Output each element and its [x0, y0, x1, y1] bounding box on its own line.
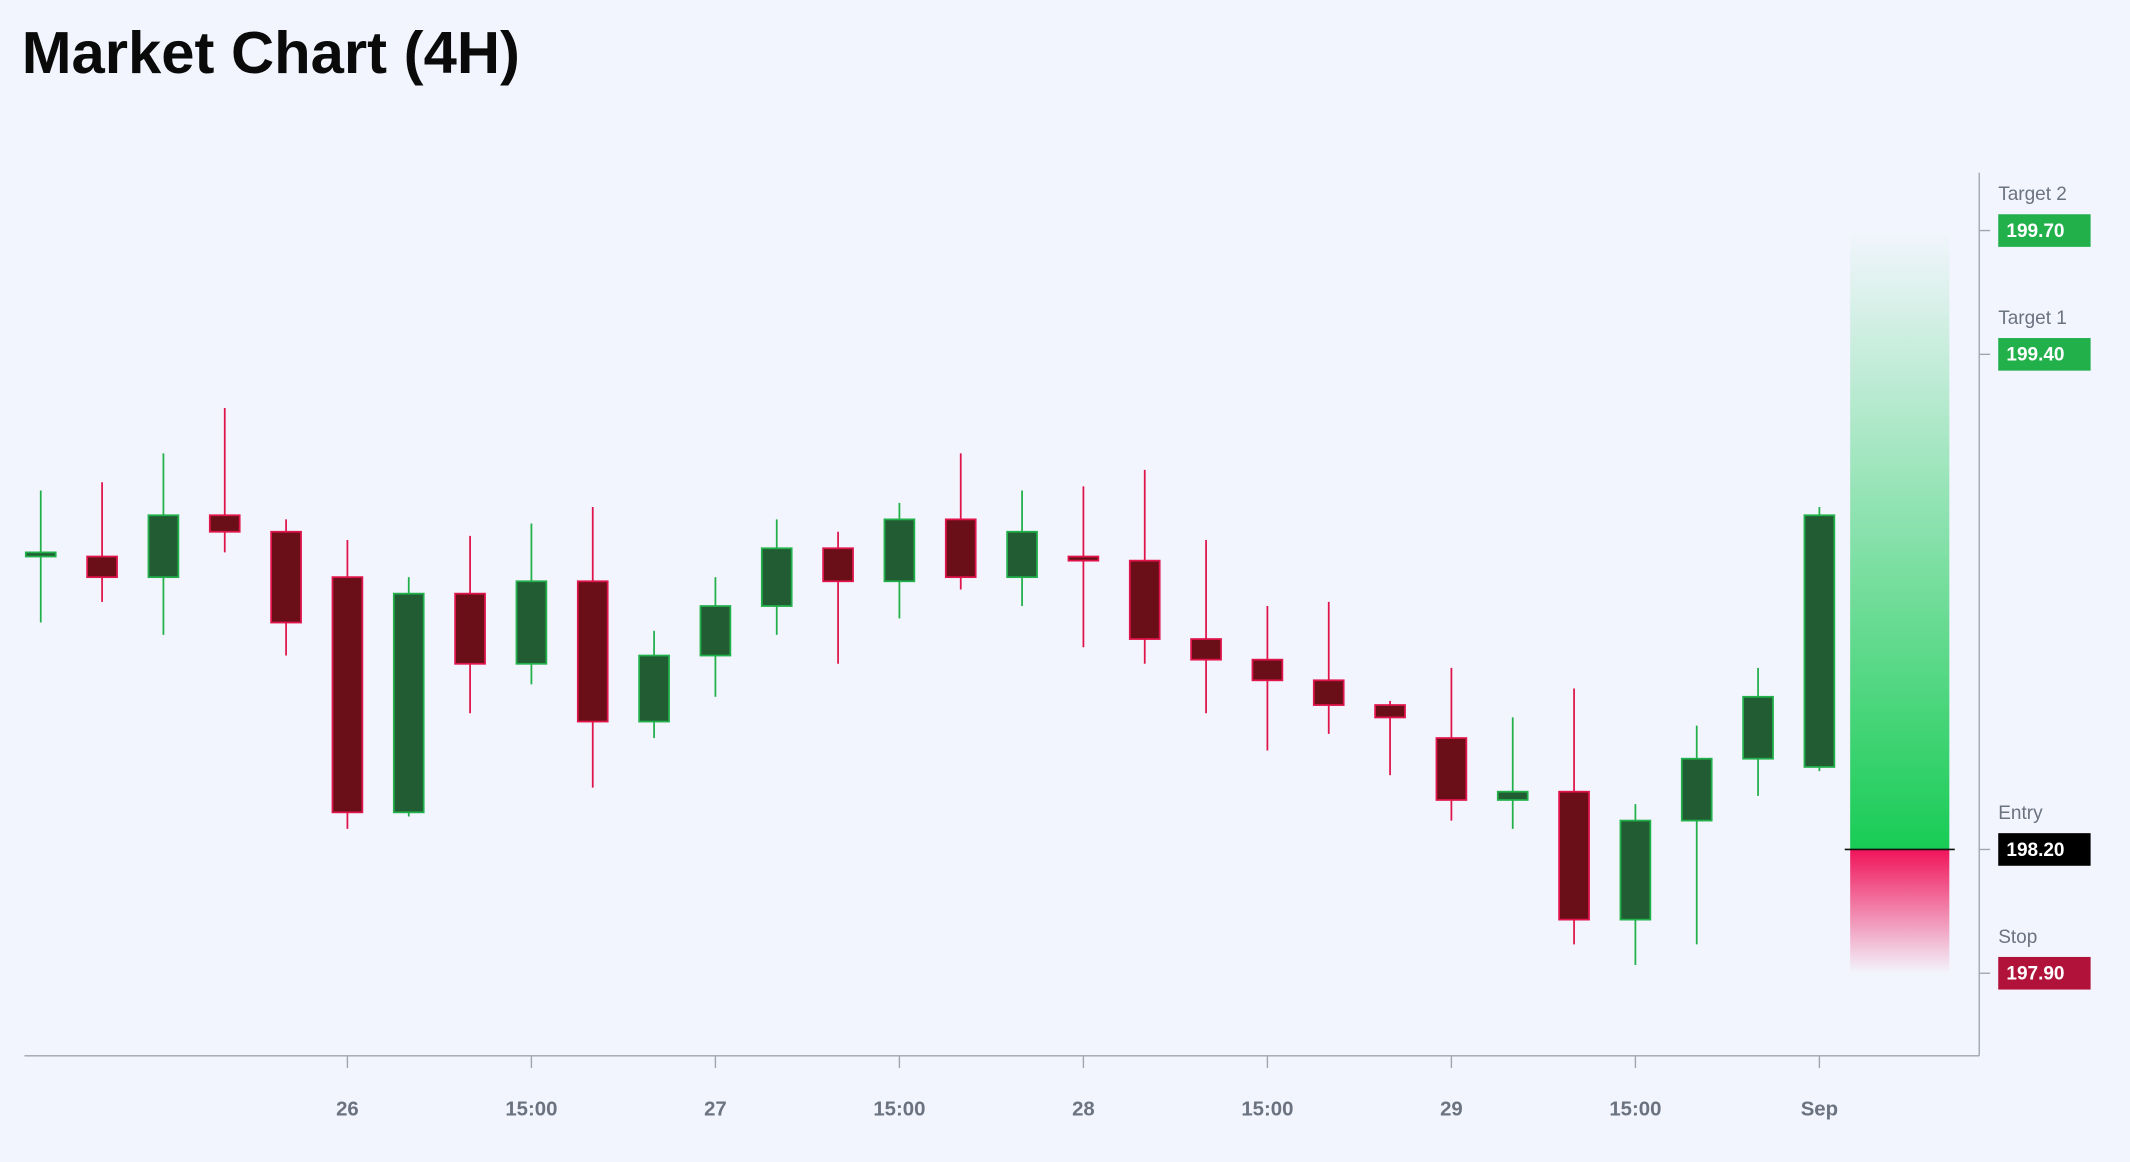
candle-body — [1251, 658, 1284, 682]
candle-body — [1680, 757, 1713, 822]
candle-body — [1006, 530, 1038, 579]
candle-body — [1742, 695, 1774, 760]
level-value: 197.90 — [2006, 964, 2064, 985]
candle-body — [1312, 679, 1345, 706]
candle-body — [1190, 638, 1222, 661]
candle-body — [515, 580, 548, 665]
candle-body — [147, 514, 180, 579]
x-tick-label: 29 — [1440, 1098, 1463, 1120]
level-name: Target 1 — [1998, 308, 2067, 329]
x-tick-label: 15:00 — [1241, 1098, 1293, 1120]
candle-body — [86, 555, 118, 579]
candle-body — [1374, 704, 1406, 719]
candle-body — [1558, 790, 1590, 921]
level-tag — [1998, 833, 2091, 866]
candle-body — [822, 547, 854, 583]
level-tag — [1998, 214, 2091, 247]
candle-body — [208, 514, 241, 533]
candle-body — [1435, 737, 1468, 801]
candle-body — [883, 518, 916, 583]
chart-title: Market Chart (4H) — [22, 19, 520, 86]
x-tick-label: 15:00 — [505, 1098, 557, 1120]
candle-body — [944, 518, 977, 579]
candle-body — [454, 592, 486, 665]
level-value: 199.40 — [2006, 345, 2064, 366]
x-tick-label: 28 — [1072, 1098, 1095, 1120]
level-value: 198.20 — [2006, 840, 2064, 861]
x-tick-label: 26 — [336, 1098, 359, 1120]
level-tag — [1998, 338, 2091, 371]
candle-body — [576, 580, 609, 723]
x-tick-label: 27 — [704, 1098, 727, 1120]
candle-body — [699, 605, 732, 657]
x-tick-label: 15:00 — [873, 1098, 925, 1120]
x-tick-label: Sep — [1801, 1098, 1838, 1120]
candle-body — [1803, 514, 1836, 768]
candle-body — [331, 576, 364, 814]
candle-body — [638, 654, 670, 723]
profit-zone — [1850, 230, 1950, 850]
candle-body — [1067, 555, 1100, 562]
level-name: Entry — [1998, 803, 2043, 824]
candle-body — [1128, 559, 1161, 640]
level-tag — [1998, 956, 2091, 990]
level-name: Stop — [1998, 927, 2037, 948]
level-name: Target 2 — [1998, 184, 2067, 205]
candle-body — [760, 547, 793, 607]
candle-body — [24, 551, 57, 558]
candle-body — [1496, 790, 1529, 801]
level-value: 199.70 — [2006, 221, 2064, 242]
candle-body — [1619, 819, 1652, 921]
candle-body — [392, 592, 425, 814]
x-tick-label: 15:00 — [1609, 1098, 1661, 1120]
candle-body — [270, 530, 302, 624]
loss-zone — [1850, 849, 1950, 974]
